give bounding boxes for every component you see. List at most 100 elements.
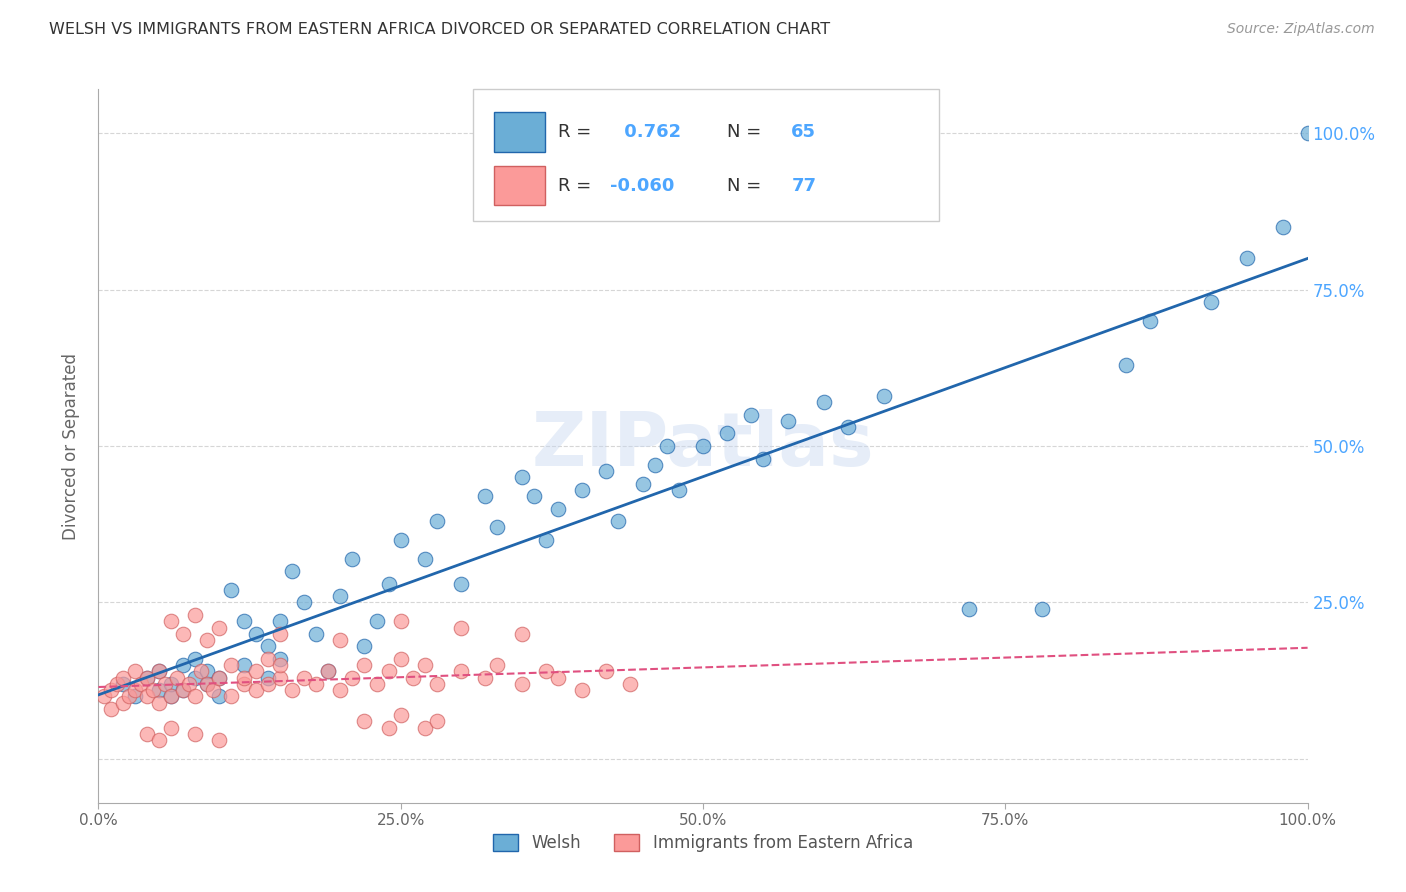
Point bbox=[450, 576, 472, 591]
Point bbox=[510, 470, 533, 484]
Point bbox=[1115, 358, 1137, 372]
Point bbox=[595, 665, 617, 679]
Point bbox=[837, 420, 859, 434]
Point bbox=[402, 671, 425, 685]
Text: 0.762: 0.762 bbox=[619, 123, 682, 141]
FancyBboxPatch shape bbox=[494, 112, 544, 152]
Point bbox=[377, 665, 399, 679]
Point bbox=[221, 582, 243, 597]
Point bbox=[208, 671, 231, 685]
Point bbox=[692, 439, 714, 453]
Point bbox=[232, 614, 254, 628]
Point bbox=[1199, 295, 1222, 310]
Point bbox=[184, 671, 207, 685]
Point bbox=[232, 658, 254, 673]
Point bbox=[195, 633, 218, 648]
Point bbox=[353, 640, 375, 654]
Point bbox=[160, 690, 183, 704]
Text: R =: R = bbox=[558, 177, 598, 194]
Point bbox=[389, 708, 412, 723]
Point bbox=[813, 395, 835, 409]
Point bbox=[353, 658, 375, 673]
Text: ZIPatlas: ZIPatlas bbox=[531, 409, 875, 483]
Point bbox=[100, 683, 122, 698]
Point bbox=[281, 564, 304, 578]
Point bbox=[135, 727, 157, 741]
Point bbox=[644, 458, 666, 472]
Point bbox=[426, 514, 449, 528]
Point bbox=[740, 408, 762, 422]
Point bbox=[413, 658, 436, 673]
Text: -0.060: -0.060 bbox=[610, 177, 675, 194]
Point bbox=[342, 671, 364, 685]
Point bbox=[160, 721, 183, 735]
Point bbox=[413, 721, 436, 735]
Point bbox=[148, 665, 170, 679]
Point bbox=[281, 683, 304, 698]
Point bbox=[1031, 601, 1053, 615]
Point bbox=[377, 721, 399, 735]
Point bbox=[256, 671, 278, 685]
Point bbox=[100, 702, 122, 716]
Point bbox=[172, 627, 194, 641]
Point bbox=[190, 665, 212, 679]
Point bbox=[474, 671, 496, 685]
Point bbox=[486, 520, 509, 534]
Point bbox=[269, 658, 291, 673]
Point bbox=[142, 683, 165, 698]
Text: Source: ZipAtlas.com: Source: ZipAtlas.com bbox=[1227, 22, 1375, 37]
Point bbox=[184, 607, 207, 622]
Point bbox=[329, 589, 352, 603]
Point bbox=[873, 389, 896, 403]
Point bbox=[172, 683, 194, 698]
Point bbox=[208, 733, 231, 747]
Point bbox=[184, 727, 207, 741]
Point bbox=[329, 633, 352, 648]
Point bbox=[595, 464, 617, 478]
Point bbox=[1296, 126, 1319, 140]
Point bbox=[208, 690, 231, 704]
Point bbox=[221, 658, 243, 673]
Point bbox=[232, 671, 254, 685]
Point bbox=[534, 665, 557, 679]
Point bbox=[305, 627, 328, 641]
Point bbox=[1272, 219, 1295, 234]
Point bbox=[426, 677, 449, 691]
Point bbox=[389, 652, 412, 666]
Point bbox=[329, 683, 352, 698]
Point bbox=[184, 652, 207, 666]
Point bbox=[510, 627, 533, 641]
Point bbox=[135, 690, 157, 704]
Point bbox=[105, 677, 128, 691]
Point bbox=[166, 671, 188, 685]
Point bbox=[148, 733, 170, 747]
Point bbox=[523, 489, 546, 503]
Point bbox=[269, 652, 291, 666]
Point bbox=[111, 677, 134, 691]
Point bbox=[221, 690, 243, 704]
Point bbox=[135, 671, 157, 685]
FancyBboxPatch shape bbox=[474, 89, 939, 221]
Point bbox=[305, 677, 328, 691]
Point bbox=[534, 533, 557, 547]
Point bbox=[450, 621, 472, 635]
Text: 65: 65 bbox=[792, 123, 817, 141]
Point bbox=[172, 683, 194, 698]
Point bbox=[269, 671, 291, 685]
Point bbox=[474, 489, 496, 503]
Point bbox=[208, 671, 231, 685]
Point bbox=[179, 677, 201, 691]
Point bbox=[184, 690, 207, 704]
Point bbox=[245, 683, 267, 698]
Point bbox=[269, 614, 291, 628]
Text: N =: N = bbox=[727, 177, 768, 194]
Y-axis label: Divorced or Separated: Divorced or Separated bbox=[62, 352, 80, 540]
Point bbox=[716, 426, 738, 441]
Point bbox=[547, 501, 569, 516]
Point bbox=[256, 652, 278, 666]
Point bbox=[160, 677, 183, 691]
Point bbox=[111, 671, 134, 685]
Point bbox=[124, 683, 146, 698]
Point bbox=[111, 696, 134, 710]
Point bbox=[1236, 251, 1258, 265]
